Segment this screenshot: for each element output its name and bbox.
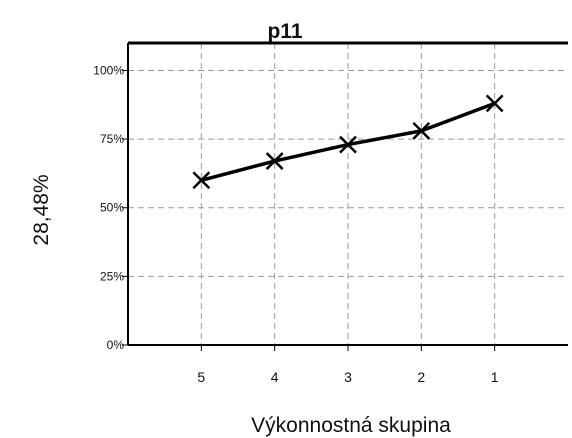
y-tick-label: 100% xyxy=(93,63,124,77)
marker-stroke xyxy=(339,135,357,154)
x-tick-label: 4 xyxy=(271,369,279,385)
marker-stroke xyxy=(192,171,211,190)
y-axis-label: 28,48% xyxy=(30,174,53,245)
data-point xyxy=(412,121,431,140)
y-tick-label: 50% xyxy=(100,201,124,215)
y-tick-label: 25% xyxy=(100,269,124,283)
x-axis-label: Výkonnostná skupina xyxy=(251,414,451,437)
series xyxy=(192,94,504,190)
data-point xyxy=(339,135,357,154)
x-tick-label: 5 xyxy=(197,369,205,385)
marker-stroke xyxy=(485,94,504,113)
data-point xyxy=(485,94,504,113)
data-point xyxy=(192,171,211,190)
y-tick-label: 75% xyxy=(100,132,124,146)
y-ticks: 0% 25% 50% 75% 100% xyxy=(93,63,128,352)
x-tick-label: 1 xyxy=(491,369,499,385)
data-point xyxy=(265,152,284,170)
grid xyxy=(128,43,568,345)
x-tick-label: 2 xyxy=(417,369,425,385)
x-tick-label: 3 xyxy=(344,369,352,385)
x-ticks: 5 4 3 2 1 xyxy=(197,345,499,385)
marker-stroke xyxy=(265,152,284,170)
marker-stroke xyxy=(412,121,431,140)
y-tick-label: 0% xyxy=(107,338,125,352)
chart-title: p11 xyxy=(267,20,302,43)
